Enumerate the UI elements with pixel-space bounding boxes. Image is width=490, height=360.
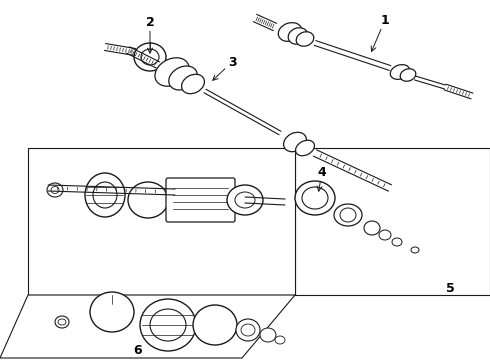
Text: 2: 2 (146, 15, 154, 53)
Ellipse shape (169, 66, 197, 90)
Ellipse shape (134, 43, 166, 71)
Ellipse shape (182, 74, 204, 94)
Ellipse shape (55, 316, 69, 328)
Ellipse shape (236, 319, 260, 341)
Ellipse shape (284, 132, 306, 152)
Ellipse shape (278, 23, 302, 41)
Polygon shape (28, 148, 295, 295)
Ellipse shape (260, 328, 276, 342)
Ellipse shape (227, 185, 263, 215)
Ellipse shape (93, 182, 117, 208)
Ellipse shape (241, 324, 255, 336)
Ellipse shape (379, 230, 391, 240)
Ellipse shape (128, 182, 168, 218)
Text: 6: 6 (134, 343, 142, 356)
Ellipse shape (85, 173, 125, 217)
Ellipse shape (334, 204, 362, 226)
Ellipse shape (155, 58, 189, 86)
Polygon shape (295, 148, 490, 295)
Text: 4: 4 (317, 166, 326, 191)
Ellipse shape (150, 309, 186, 341)
Ellipse shape (90, 292, 134, 332)
Ellipse shape (51, 186, 59, 194)
Ellipse shape (340, 208, 356, 222)
Ellipse shape (392, 238, 402, 246)
Ellipse shape (47, 183, 63, 197)
FancyBboxPatch shape (166, 178, 235, 222)
Ellipse shape (400, 69, 416, 81)
Text: 5: 5 (445, 282, 454, 294)
Ellipse shape (295, 140, 315, 156)
Ellipse shape (411, 247, 419, 253)
Ellipse shape (296, 32, 314, 46)
Ellipse shape (193, 305, 237, 345)
Ellipse shape (288, 28, 308, 44)
Ellipse shape (58, 319, 66, 325)
Text: 3: 3 (213, 55, 236, 80)
Ellipse shape (302, 187, 328, 209)
Ellipse shape (295, 181, 335, 215)
Ellipse shape (140, 299, 196, 351)
Ellipse shape (390, 65, 410, 79)
Polygon shape (0, 295, 295, 358)
Ellipse shape (235, 192, 255, 208)
Text: 1: 1 (371, 14, 390, 51)
Ellipse shape (141, 49, 159, 65)
Ellipse shape (364, 221, 380, 235)
Ellipse shape (275, 336, 285, 344)
